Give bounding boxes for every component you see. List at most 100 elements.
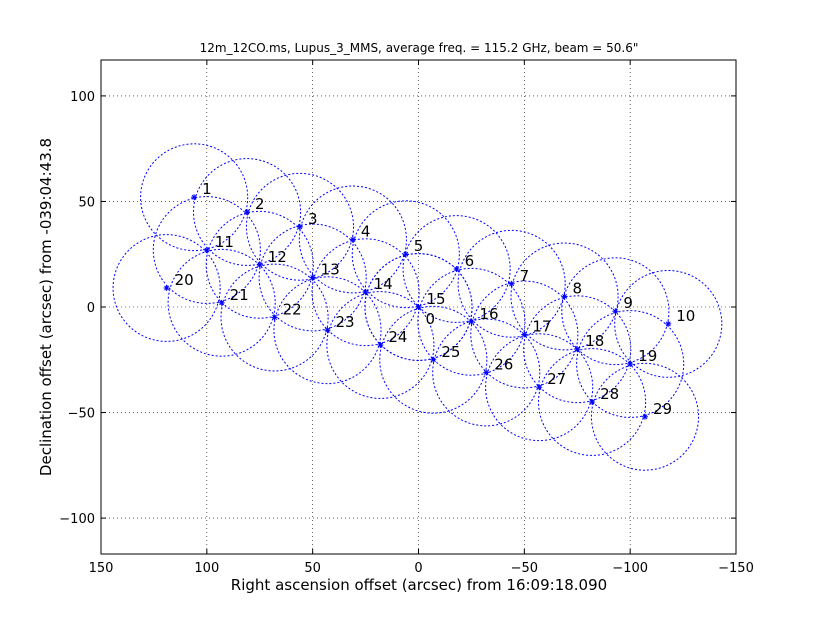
pointing-marker-6 [453, 266, 460, 272]
y-tick-label: 50 [78, 195, 95, 210]
pointing-marker-4 [349, 236, 356, 243]
beam-circle-2 [192, 158, 302, 266]
pointing-label-16: 16 [479, 305, 498, 323]
pointing-marker-1 [191, 194, 198, 201]
y-tick-label: 100 [70, 90, 95, 105]
chart-title: 12m_12CO.ms, Lupus_3_MMS, average freq. … [200, 41, 639, 55]
pointing-label-0: 0 [426, 310, 436, 328]
beam-circle-12 [205, 210, 314, 319]
pointing-label-18: 18 [585, 332, 604, 350]
pointing-marker-16 [468, 318, 475, 325]
pointing-marker-18 [574, 346, 581, 353]
beam-circle-6 [402, 215, 511, 323]
pointing-marker-29 [641, 413, 648, 420]
pointing-marker-19 [627, 361, 634, 367]
beam-circle-21 [167, 248, 276, 357]
x-tick-label: −100 [612, 561, 648, 576]
y-tick-label: 0 [87, 301, 95, 316]
beam-circle-25 [379, 305, 488, 414]
pointing-label-9: 9 [623, 294, 633, 312]
beam-circle-10 [614, 269, 723, 378]
x-tick-label: 100 [194, 561, 219, 576]
pointing-label-11: 11 [215, 233, 234, 251]
beam-circle-14 [311, 238, 420, 347]
beam-circle-18 [523, 295, 632, 404]
pointing-label-5: 5 [414, 237, 424, 255]
pointing-label-14: 14 [374, 275, 393, 293]
pointing-label-4: 4 [361, 222, 371, 240]
pointing-label-3: 3 [308, 210, 318, 228]
pointing-marker-20 [163, 285, 170, 291]
beam-circle-17 [470, 280, 579, 389]
pointing-marker-23 [324, 327, 331, 334]
pointing-label-7: 7 [520, 267, 530, 285]
pointing-marker-15 [415, 304, 422, 310]
pointing-marker-17 [521, 331, 528, 338]
pointing-label-29: 29 [653, 400, 672, 418]
pointing-label-20: 20 [175, 271, 194, 289]
pointing-marker-22 [271, 314, 278, 321]
pointing-label-26: 26 [494, 355, 513, 373]
pointing-label-12: 12 [268, 248, 287, 266]
beam-circle-23 [273, 276, 382, 385]
pointing-label-6: 6 [465, 252, 475, 270]
pointing-label-28: 28 [600, 385, 619, 403]
pointing-label-25: 25 [441, 343, 460, 361]
beam-circle-3 [245, 172, 355, 281]
pointing-marker-26 [483, 369, 490, 376]
beam-circle-8 [510, 242, 619, 351]
pointing-marker-8 [561, 293, 568, 300]
x-tick-label: 150 [89, 561, 114, 576]
pointing-label-24: 24 [388, 328, 407, 346]
pointing-label-23: 23 [335, 313, 354, 331]
pointing-marker-2 [244, 209, 251, 215]
x-tick-label: 0 [414, 561, 422, 576]
pointing-marker-25 [430, 356, 437, 363]
pointing-label-1: 1 [202, 180, 212, 198]
pointing-markers [163, 194, 672, 420]
beam-circle-24 [326, 291, 435, 399]
pointing-marker-27 [536, 384, 543, 391]
pointing-label-21: 21 [230, 286, 249, 304]
beam-circle-15 [364, 253, 473, 361]
beam-circles [112, 143, 723, 471]
beam-circle-7 [457, 229, 566, 338]
pointing-marker-12 [256, 261, 263, 268]
pointing-label-8: 8 [573, 279, 583, 297]
pointing-marker-9 [612, 308, 619, 315]
x-tick-label: −150 [718, 561, 754, 576]
pointing-marker-10 [665, 320, 672, 327]
pointing-label-17: 17 [532, 317, 551, 335]
x-axis-label: Right ascension offset (arcsec) from 16:… [231, 576, 607, 594]
pointing-marker-5 [402, 251, 409, 258]
beam-circle-16 [417, 267, 526, 376]
y-tick-label: −100 [59, 512, 95, 527]
pointing-labels: 0123456789101112131415161718192021222324… [175, 180, 696, 418]
pointing-marker-28 [589, 399, 596, 405]
beam-circle-1 [140, 143, 249, 252]
pointing-label-19: 19 [638, 347, 657, 365]
pointing-marker-3 [296, 223, 303, 230]
pointing-label-22: 22 [283, 301, 302, 319]
beam-circle-13 [258, 223, 367, 332]
y-tick-label: −50 [68, 407, 95, 422]
pointing-marker-21 [218, 299, 225, 306]
x-tick-label: 50 [304, 561, 321, 576]
beam-circle-20 [112, 234, 221, 342]
pointing-label-27: 27 [547, 370, 566, 388]
beam-circle-26 [432, 318, 541, 427]
y-axis-label: Declination offset (arcsec) from -039:04… [37, 138, 55, 476]
pointing-marker-24 [377, 342, 384, 348]
pointing-marker-13 [309, 274, 316, 281]
pointing-label-2: 2 [255, 195, 265, 213]
beam-circle-11 [152, 196, 261, 304]
pointing-marker-7 [508, 280, 515, 287]
pointing-marker-14 [362, 289, 369, 296]
beam-circle-5 [351, 200, 460, 309]
beam-circle-22 [220, 263, 329, 372]
beam-circle-28 [538, 348, 647, 456]
beam-circle-19 [576, 310, 685, 418]
